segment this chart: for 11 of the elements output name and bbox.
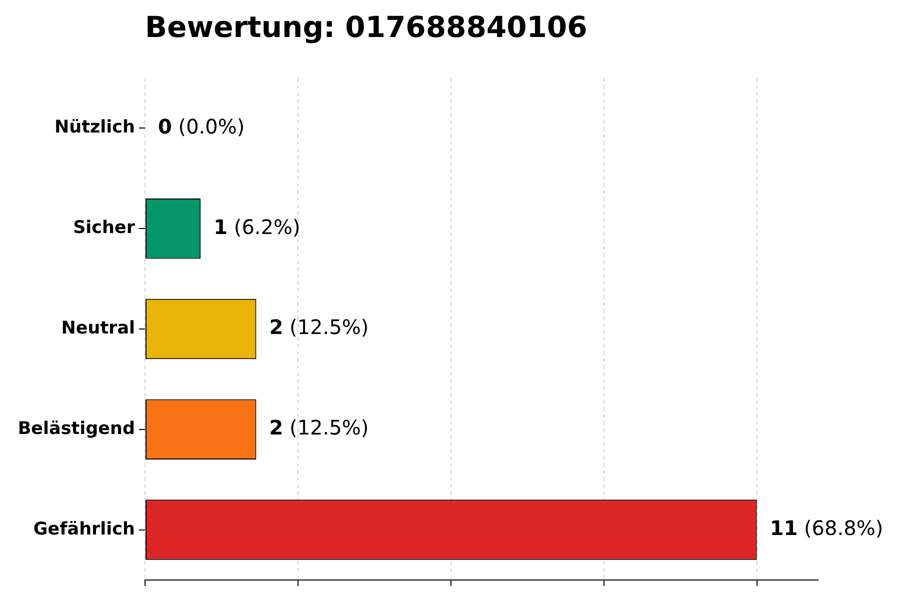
y-tick-label: Belästigend [18, 418, 135, 439]
data-label: 11 (68.8%) [770, 516, 884, 540]
data-label: 2 (12.5%) [269, 315, 369, 340]
y-tick-label: Nützlich [54, 118, 135, 138]
y-tick-label: Sicher [73, 218, 136, 238]
y-tick-label: Gefährlich [33, 519, 135, 540]
chart-title: Bewertung: 017688840106 [145, 10, 588, 44]
data-label: 1 (6.2%) [214, 214, 300, 239]
y-tick-label: Neutral [61, 318, 135, 339]
data-label: 0 (0.0%) [158, 114, 245, 138]
data-label: 2 (12.5%) [269, 416, 369, 440]
